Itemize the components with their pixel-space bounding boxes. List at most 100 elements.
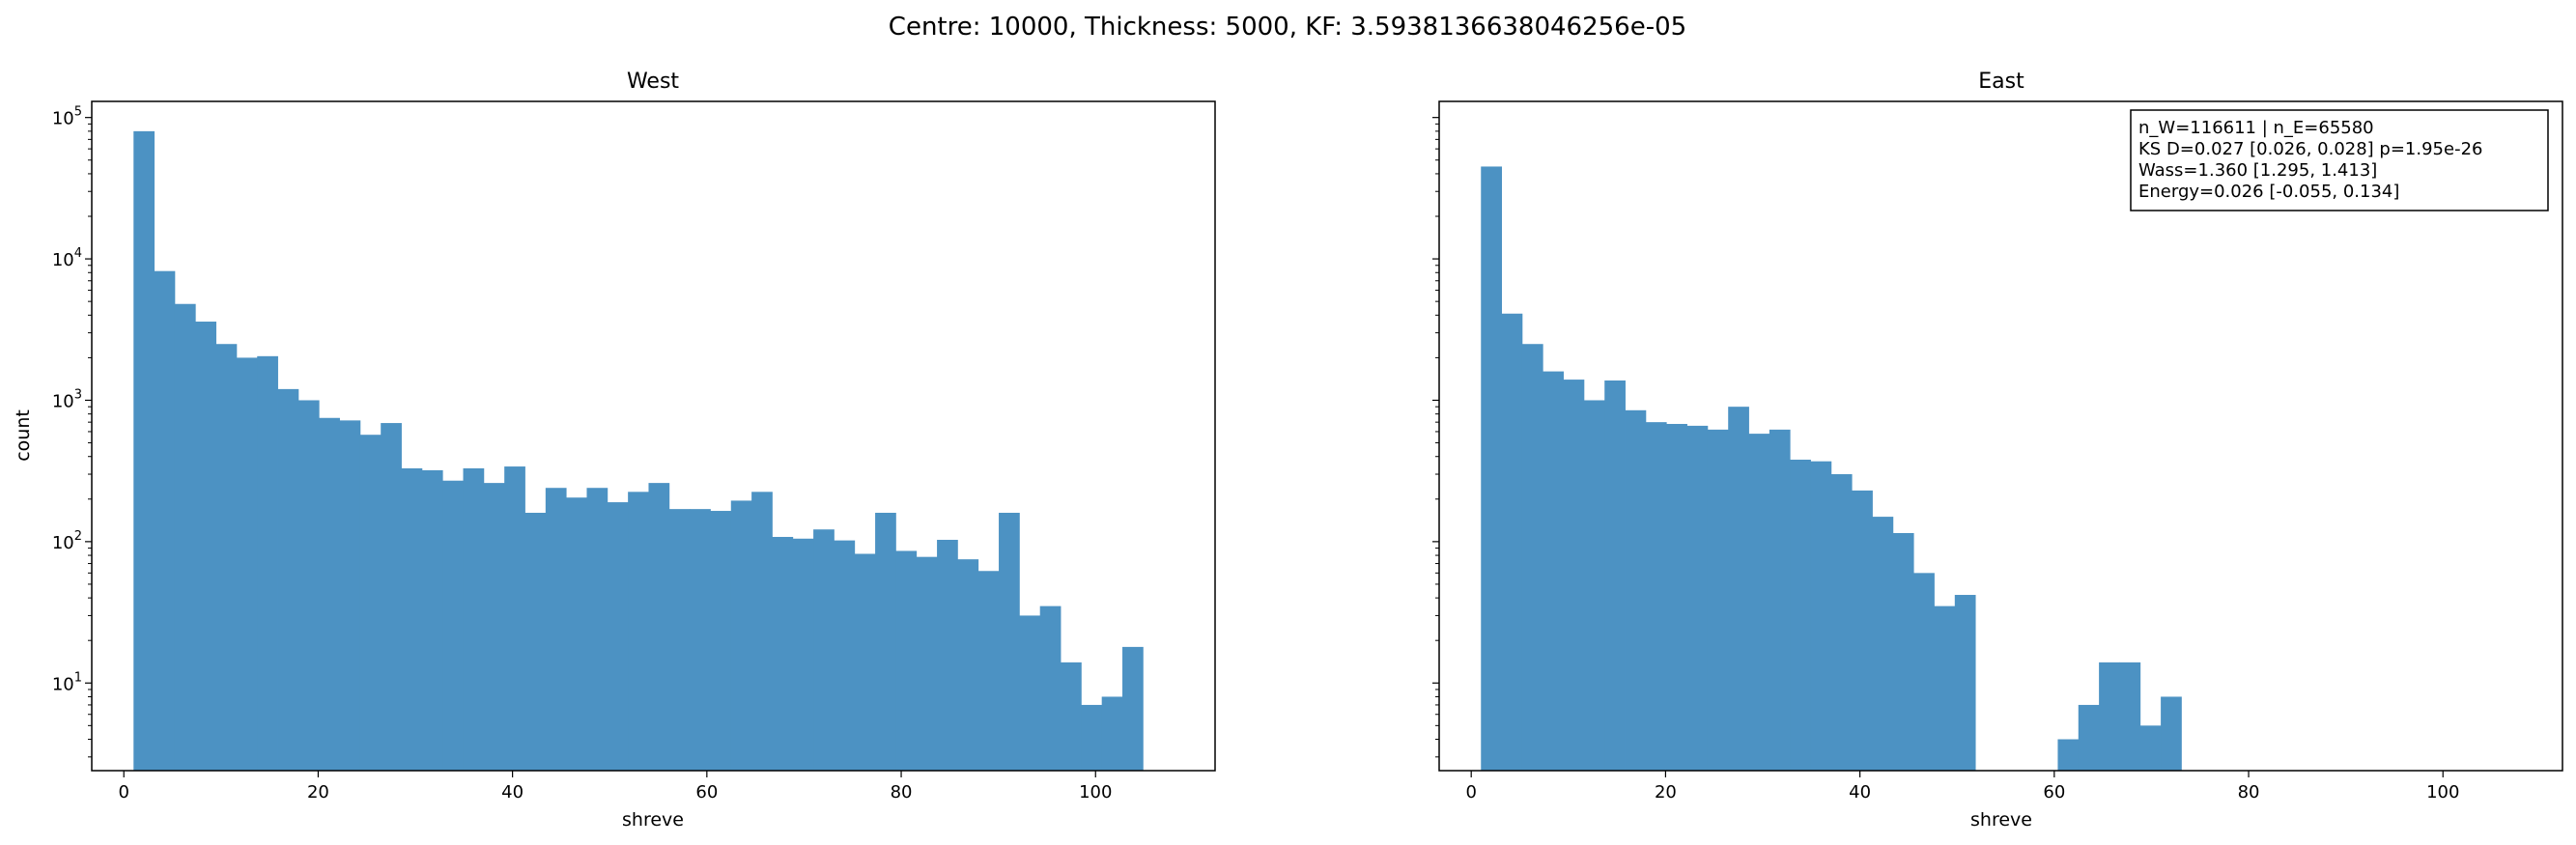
east-x-ticks: 0 20 40 60 80 100	[1465, 771, 2459, 803]
west-y-tick-label: 105	[52, 105, 82, 129]
west-bar	[813, 529, 835, 771]
east-bar	[1666, 423, 1687, 771]
stats-line-counts: n_W=116611 | n_E=65580	[2138, 118, 2374, 138]
west-bar	[297, 400, 320, 771]
east-bar	[1521, 344, 1543, 771]
west-bar	[236, 357, 258, 771]
west-bar	[854, 553, 876, 771]
west-bar	[999, 512, 1020, 771]
west-bar	[483, 483, 505, 771]
east-bar	[1954, 595, 1976, 771]
east-bar	[1810, 461, 1832, 771]
figure-suptitle: Centre: 10000, Thickness: 5000, KF: 3.59…	[889, 13, 1686, 42]
west-bar	[772, 536, 794, 771]
stats-line-wass: Wass=1.360 [1.295, 1.413]	[2138, 160, 2377, 181]
east-x-tick-label: 20	[1655, 782, 1677, 803]
west-bar	[401, 467, 423, 771]
west-bar	[937, 539, 958, 771]
west-bar	[277, 388, 299, 771]
west-title: West	[627, 70, 679, 94]
west-y-tick-label: 103	[52, 387, 82, 411]
east-bar	[1645, 422, 1667, 771]
east-bar	[2119, 662, 2141, 771]
west-x-tick-label: 80	[891, 782, 913, 803]
stats-annotation-frame	[2130, 109, 2549, 211]
west-bar	[586, 488, 609, 771]
west-bar	[504, 466, 525, 771]
east-x-tick-label: 60	[2043, 782, 2065, 803]
west-bar	[1019, 615, 1041, 771]
east-bar	[1583, 400, 1605, 771]
west-bar	[957, 559, 979, 771]
west-bar	[381, 423, 402, 771]
west-bar	[545, 488, 567, 771]
east-bar	[1769, 429, 1791, 771]
west-panel: West 0 20 40 60 80 100 101 102 103 104 105 shreve…	[13, 70, 1216, 831]
east-bar	[1790, 459, 1811, 771]
west-bar	[339, 420, 361, 771]
east-bar	[1707, 429, 1729, 771]
west-bar	[690, 509, 711, 771]
east-bar	[2161, 696, 2182, 771]
west-plot-frame	[91, 100, 1216, 772]
west-bar	[1101, 696, 1123, 771]
east-x-axis-label: shreve	[1970, 809, 2032, 831]
east-x-tick-label: 40	[1849, 782, 1871, 803]
west-x-tick-label: 60	[695, 782, 718, 803]
west-x-tick-label: 100	[1079, 782, 1112, 803]
stats-line-energy: Energy=0.026 [-0.055, 0.134]	[2138, 182, 2399, 202]
east-bar	[1852, 490, 1873, 771]
east-bar	[1913, 573, 1935, 771]
west-x-tick-label: 0	[118, 782, 128, 803]
west-bar	[421, 469, 443, 771]
east-bar	[1625, 409, 1647, 771]
west-x-ticks: 0 20 40 60 80 100	[118, 771, 1112, 803]
west-bar	[566, 497, 587, 771]
east-bar	[1501, 313, 1523, 771]
west-bar	[524, 512, 547, 771]
west-x-axis-label: shreve	[622, 809, 684, 831]
west-bar	[154, 270, 176, 771]
west-bar	[916, 556, 938, 771]
east-bars	[1481, 166, 2182, 771]
east-bar	[1892, 532, 1914, 771]
east-bar	[2139, 725, 2162, 771]
west-bar	[257, 355, 278, 771]
west-bar	[174, 303, 196, 771]
west-bar	[359, 435, 382, 771]
west-bar	[875, 512, 896, 771]
west-bar	[977, 571, 1000, 771]
east-x-tick-label: 80	[2238, 782, 2260, 803]
east-bar	[1686, 425, 1709, 771]
east-bar	[1563, 380, 1585, 771]
west-bars	[133, 130, 1144, 771]
east-y-ticks	[1432, 117, 1439, 758]
west-bar	[195, 322, 216, 771]
west-bar	[792, 538, 814, 771]
east-x-tick-label: 100	[2426, 782, 2459, 803]
west-bar	[751, 492, 773, 771]
west-bar	[607, 502, 629, 771]
west-bar	[710, 511, 732, 771]
west-x-tick-label: 40	[501, 782, 524, 803]
east-bar	[1543, 371, 1564, 771]
east-bar	[1481, 166, 1502, 771]
stats-line-ks: KS D=0.027 [0.026, 0.028] p=1.95e-26	[2138, 139, 2482, 159]
east-bar	[1748, 434, 1770, 771]
east-bar	[1872, 517, 1894, 771]
east-bar	[1728, 407, 1749, 771]
west-y-tick-label: 104	[52, 246, 82, 270]
west-bar	[628, 492, 649, 771]
west-bar	[1122, 646, 1144, 771]
east-x-tick-label: 0	[1465, 782, 1476, 803]
stats-annotation-box: n_W=116611 | n_E=65580 KS D=0.027 [0.026…	[2130, 109, 2549, 211]
west-x-tick-label: 20	[307, 782, 329, 803]
east-bar	[2099, 662, 2120, 771]
west-bar	[834, 540, 856, 771]
east-bar	[2078, 704, 2100, 771]
west-bar	[648, 483, 670, 771]
west-y-tick-label: 102	[52, 529, 82, 553]
west-bar	[133, 130, 155, 771]
west-bar	[1061, 662, 1082, 771]
